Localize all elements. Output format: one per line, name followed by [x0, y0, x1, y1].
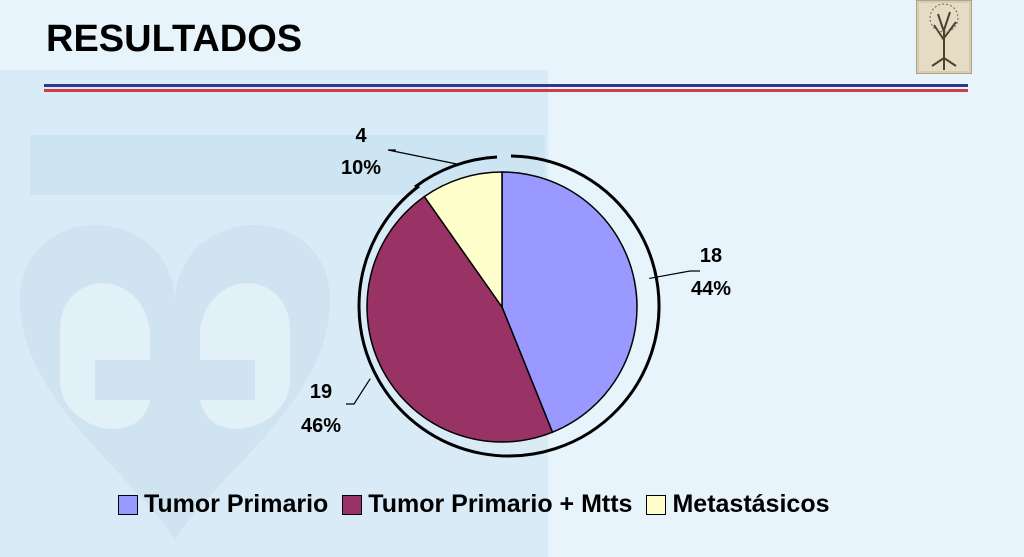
leader-line-tumor-primario-mtts — [346, 378, 371, 405]
legend-swatch — [646, 494, 667, 515]
pie-slice-tumor-primario-mtts — [366, 195, 554, 443]
pie-slice-tumor-primario — [501, 171, 638, 434]
leader-line-metastasicos — [387, 149, 457, 165]
slice-label-percent-tumor-primario: 44% — [691, 278, 731, 300]
legend-item-tumor-primario: Tumor Primario — [118, 490, 328, 519]
legend-swatch — [118, 494, 138, 515]
slice-label-count-tumor-primario-mtts: 19 — [310, 381, 332, 403]
legend-label: Metastásicos — [672, 490, 830, 518]
leader-line-tumor-primario — [649, 270, 700, 280]
slice-label-count-tumor-primario: 18 — [700, 245, 722, 267]
pie-slice-metastasicos — [423, 171, 503, 310]
pie-outline-arcs — [357, 154, 661, 458]
legend-item-metastasicos: Metastásicos — [646, 490, 830, 519]
legend-item-tumor-primario-mtts: Tumor Primario + Mtts — [342, 490, 632, 519]
slice-label-percent-metastasicos: 10% — [341, 157, 381, 179]
title-rule-blue — [44, 84, 968, 87]
title-rule-red — [44, 89, 968, 92]
slice-label-percent-tumor-primario-mtts: 46% — [301, 415, 341, 437]
legend-label: Tumor Primario + Mtts — [368, 490, 633, 518]
legend-swatch — [342, 494, 363, 515]
pie-chart: 4 10% 18 44% 19 46% — [301, 125, 731, 458]
legend-label: Tumor Primario — [144, 490, 329, 518]
page-title: RESULTADOS — [46, 18, 303, 60]
slice-label-count-metastasicos: 4 — [355, 125, 367, 147]
chart-legend: Tumor Primario Tumor Primario + Mtts Met… — [118, 490, 844, 519]
tree-logo-image — [916, 0, 972, 74]
